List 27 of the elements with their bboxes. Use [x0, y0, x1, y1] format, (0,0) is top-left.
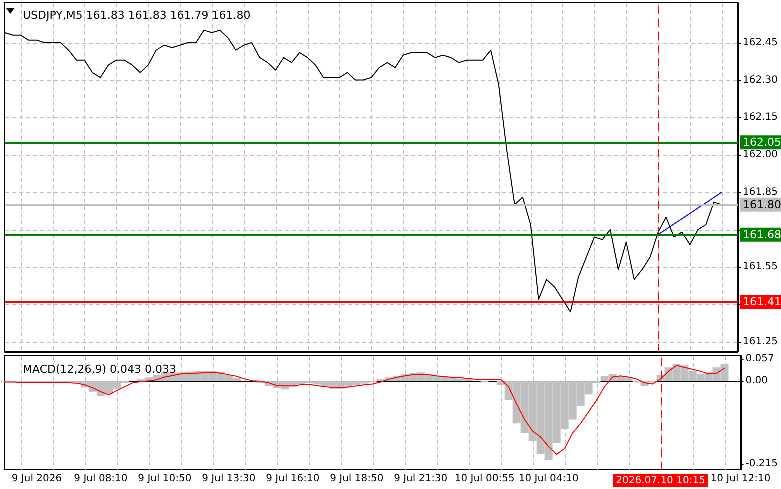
y-tick-label: 161.55: [743, 262, 778, 273]
y-tick-label: 161.85: [743, 186, 778, 198]
x-tick-label: 10 Jul 04:10: [518, 474, 579, 484]
x-tick-label: 10 Jul 12:10: [710, 474, 771, 484]
y-tick-label: 0.00: [746, 376, 768, 387]
y-tick-label: 162.30: [743, 74, 778, 86]
x-tick-label: 2026.07.10 10:15: [616, 476, 706, 486]
ref-line-label: 161.68: [743, 228, 781, 242]
y-tick-label: -0.215: [746, 458, 778, 470]
y-tick-label: 161.25: [743, 336, 778, 348]
x-tick-label: 9 Jul 21:30: [394, 474, 448, 484]
x-tick-label: 9 Jul 2026: [12, 474, 62, 484]
y-tick-label: 162.00: [743, 150, 778, 161]
x-tick-label: 9 Jul 10:50: [138, 474, 192, 484]
x-tick-label: 9 Jul 16:10: [266, 474, 320, 484]
x-tick-label: 10 Jul 00:55: [454, 474, 515, 484]
ref-line-label: 162.05: [743, 136, 781, 150]
x-tick-label: 9 Jul 08:10: [74, 474, 128, 484]
y-tick-label: 162.15: [743, 112, 778, 124]
text: MACD(12,26,9) 0.043 0.033: [23, 363, 177, 376]
ref-line-label: 161.80: [743, 198, 781, 212]
ref-line-label: 161.41: [743, 296, 781, 309]
x-tick-label: 9 Jul 13:30: [202, 474, 256, 484]
text: USDJPY,M5 161.83 161.83 161.79 161.80: [23, 9, 251, 22]
y-tick-label: 162.45: [743, 37, 778, 48]
y-tick-label: 0.057: [746, 354, 774, 365]
x-tick-label: 9 Jul 18:50: [330, 474, 384, 484]
